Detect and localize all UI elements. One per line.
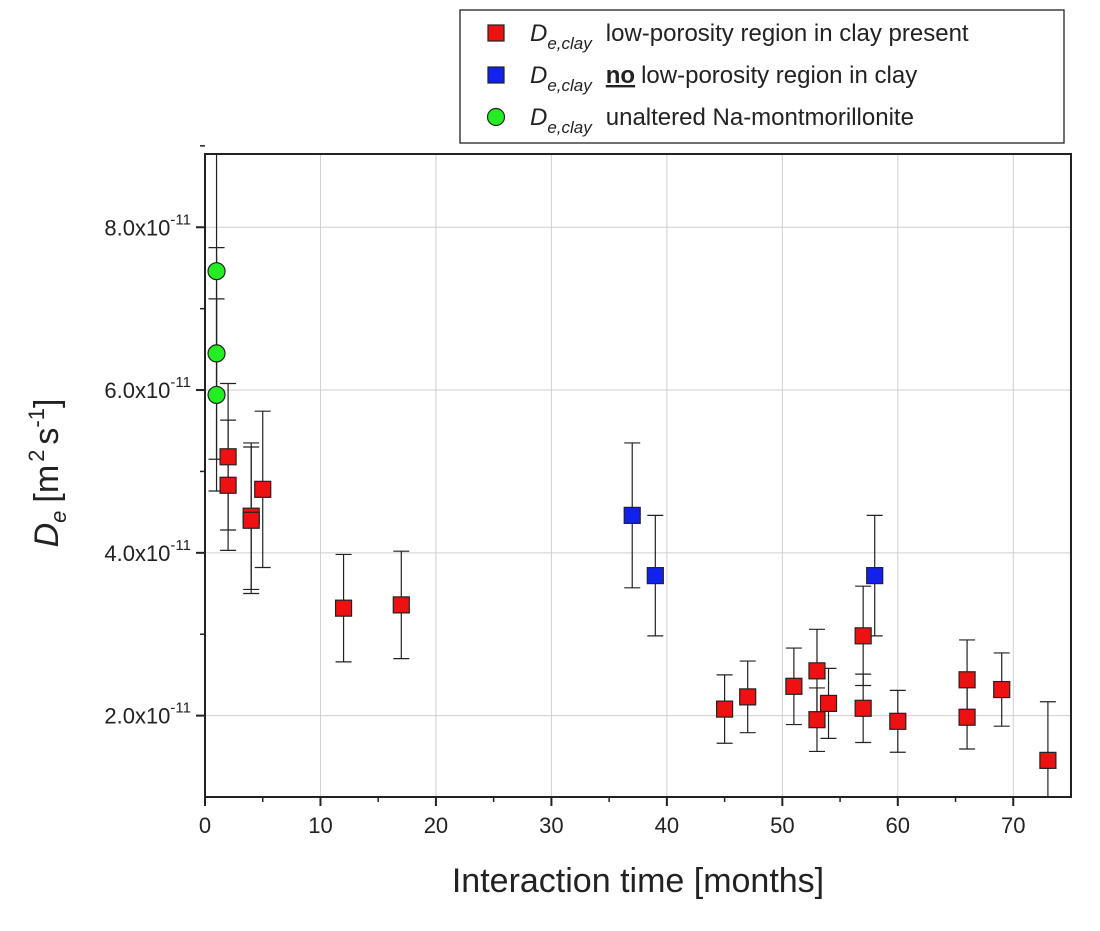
data-point [854, 699, 872, 717]
grid-layer [205, 154, 1071, 797]
plot-frame [204, 153, 1072, 798]
y-axis-title: De [m 2 s-1] [24, 399, 71, 548]
data-point [392, 596, 410, 614]
data-point [866, 567, 884, 585]
y-axis-unit-open: [m [28, 465, 66, 503]
legend-entry: De,clay unaltered Na-montmorillonite [486, 104, 914, 137]
legend-marker [487, 66, 505, 84]
legend-label: De,clay no low-porosity region in clay [530, 62, 917, 95]
data-point [785, 677, 803, 695]
x-tick-label: 60 [886, 813, 910, 838]
x-tick-label: 30 [539, 813, 563, 838]
x-tick-label: 40 [655, 813, 679, 838]
x-tick-label: 50 [770, 813, 794, 838]
data-point [854, 627, 872, 645]
y-axis-symbol: D [28, 523, 66, 548]
data-point [808, 662, 826, 680]
legend-label: De,clay low-porosity region in clay prese… [530, 20, 969, 53]
x-axis-title: Interaction time [months] [452, 862, 824, 900]
data-point [889, 712, 907, 730]
data-point [819, 694, 838, 712]
data-point [715, 700, 734, 718]
y-axis-unit-exp2: -1 [24, 408, 49, 428]
x-tick-label: 70 [1001, 813, 1025, 838]
data-point [254, 480, 272, 498]
data-point [1039, 751, 1057, 769]
legend-marker [487, 24, 505, 42]
data-point [219, 448, 237, 466]
x-tick-label: 20 [424, 813, 448, 838]
data-point [207, 344, 226, 363]
legend-box [459, 9, 1065, 144]
legend-marker [486, 107, 506, 127]
y-axis-subscript: e [46, 511, 71, 523]
svg-text:De[m2s-1]: De [m 2 s-1] [24, 399, 71, 548]
data-point [808, 711, 826, 729]
data-point [958, 708, 976, 726]
data-point [993, 680, 1011, 699]
marker-layer [207, 262, 1057, 769]
y-axis-unit-exp1: 2 [24, 450, 49, 462]
errorbar-layer [208, 153, 1056, 798]
data-point [623, 506, 641, 524]
data-point [219, 476, 237, 494]
legend-entry: De,clay low-porosity region in clay prese… [487, 20, 969, 53]
y-tick-label: 2.0x10-11 [104, 700, 191, 729]
data-point [207, 385, 226, 405]
x-tick-label: 10 [308, 813, 332, 838]
y-tick-label: 4.0x10-11 [104, 537, 191, 566]
y-tick-label: 8.0x10-11 [104, 211, 191, 240]
data-point [242, 511, 260, 529]
y-axis-unit-close: ] [28, 399, 66, 408]
data-point [646, 567, 664, 585]
legend-label: De,clay unaltered Na-montmorillonite [530, 104, 914, 137]
data-point [739, 688, 757, 706]
legend-entry: De,clay no low-porosity region in clay [487, 62, 917, 95]
data-point [334, 599, 353, 617]
legend: De,clay low-porosity region in clay prese… [459, 9, 1065, 144]
y-tick-label: 6.0x10-11 [104, 374, 191, 403]
y-axis-unit-mid: s [28, 428, 66, 445]
data-point [958, 671, 976, 689]
data-point [207, 262, 226, 281]
tick-layer: 0 10 20 30 40 50 60 70 2.0x10-11 4.0x10-11 6.0x10-… [104, 145, 1026, 838]
x-tick-label: 0 [199, 813, 211, 838]
